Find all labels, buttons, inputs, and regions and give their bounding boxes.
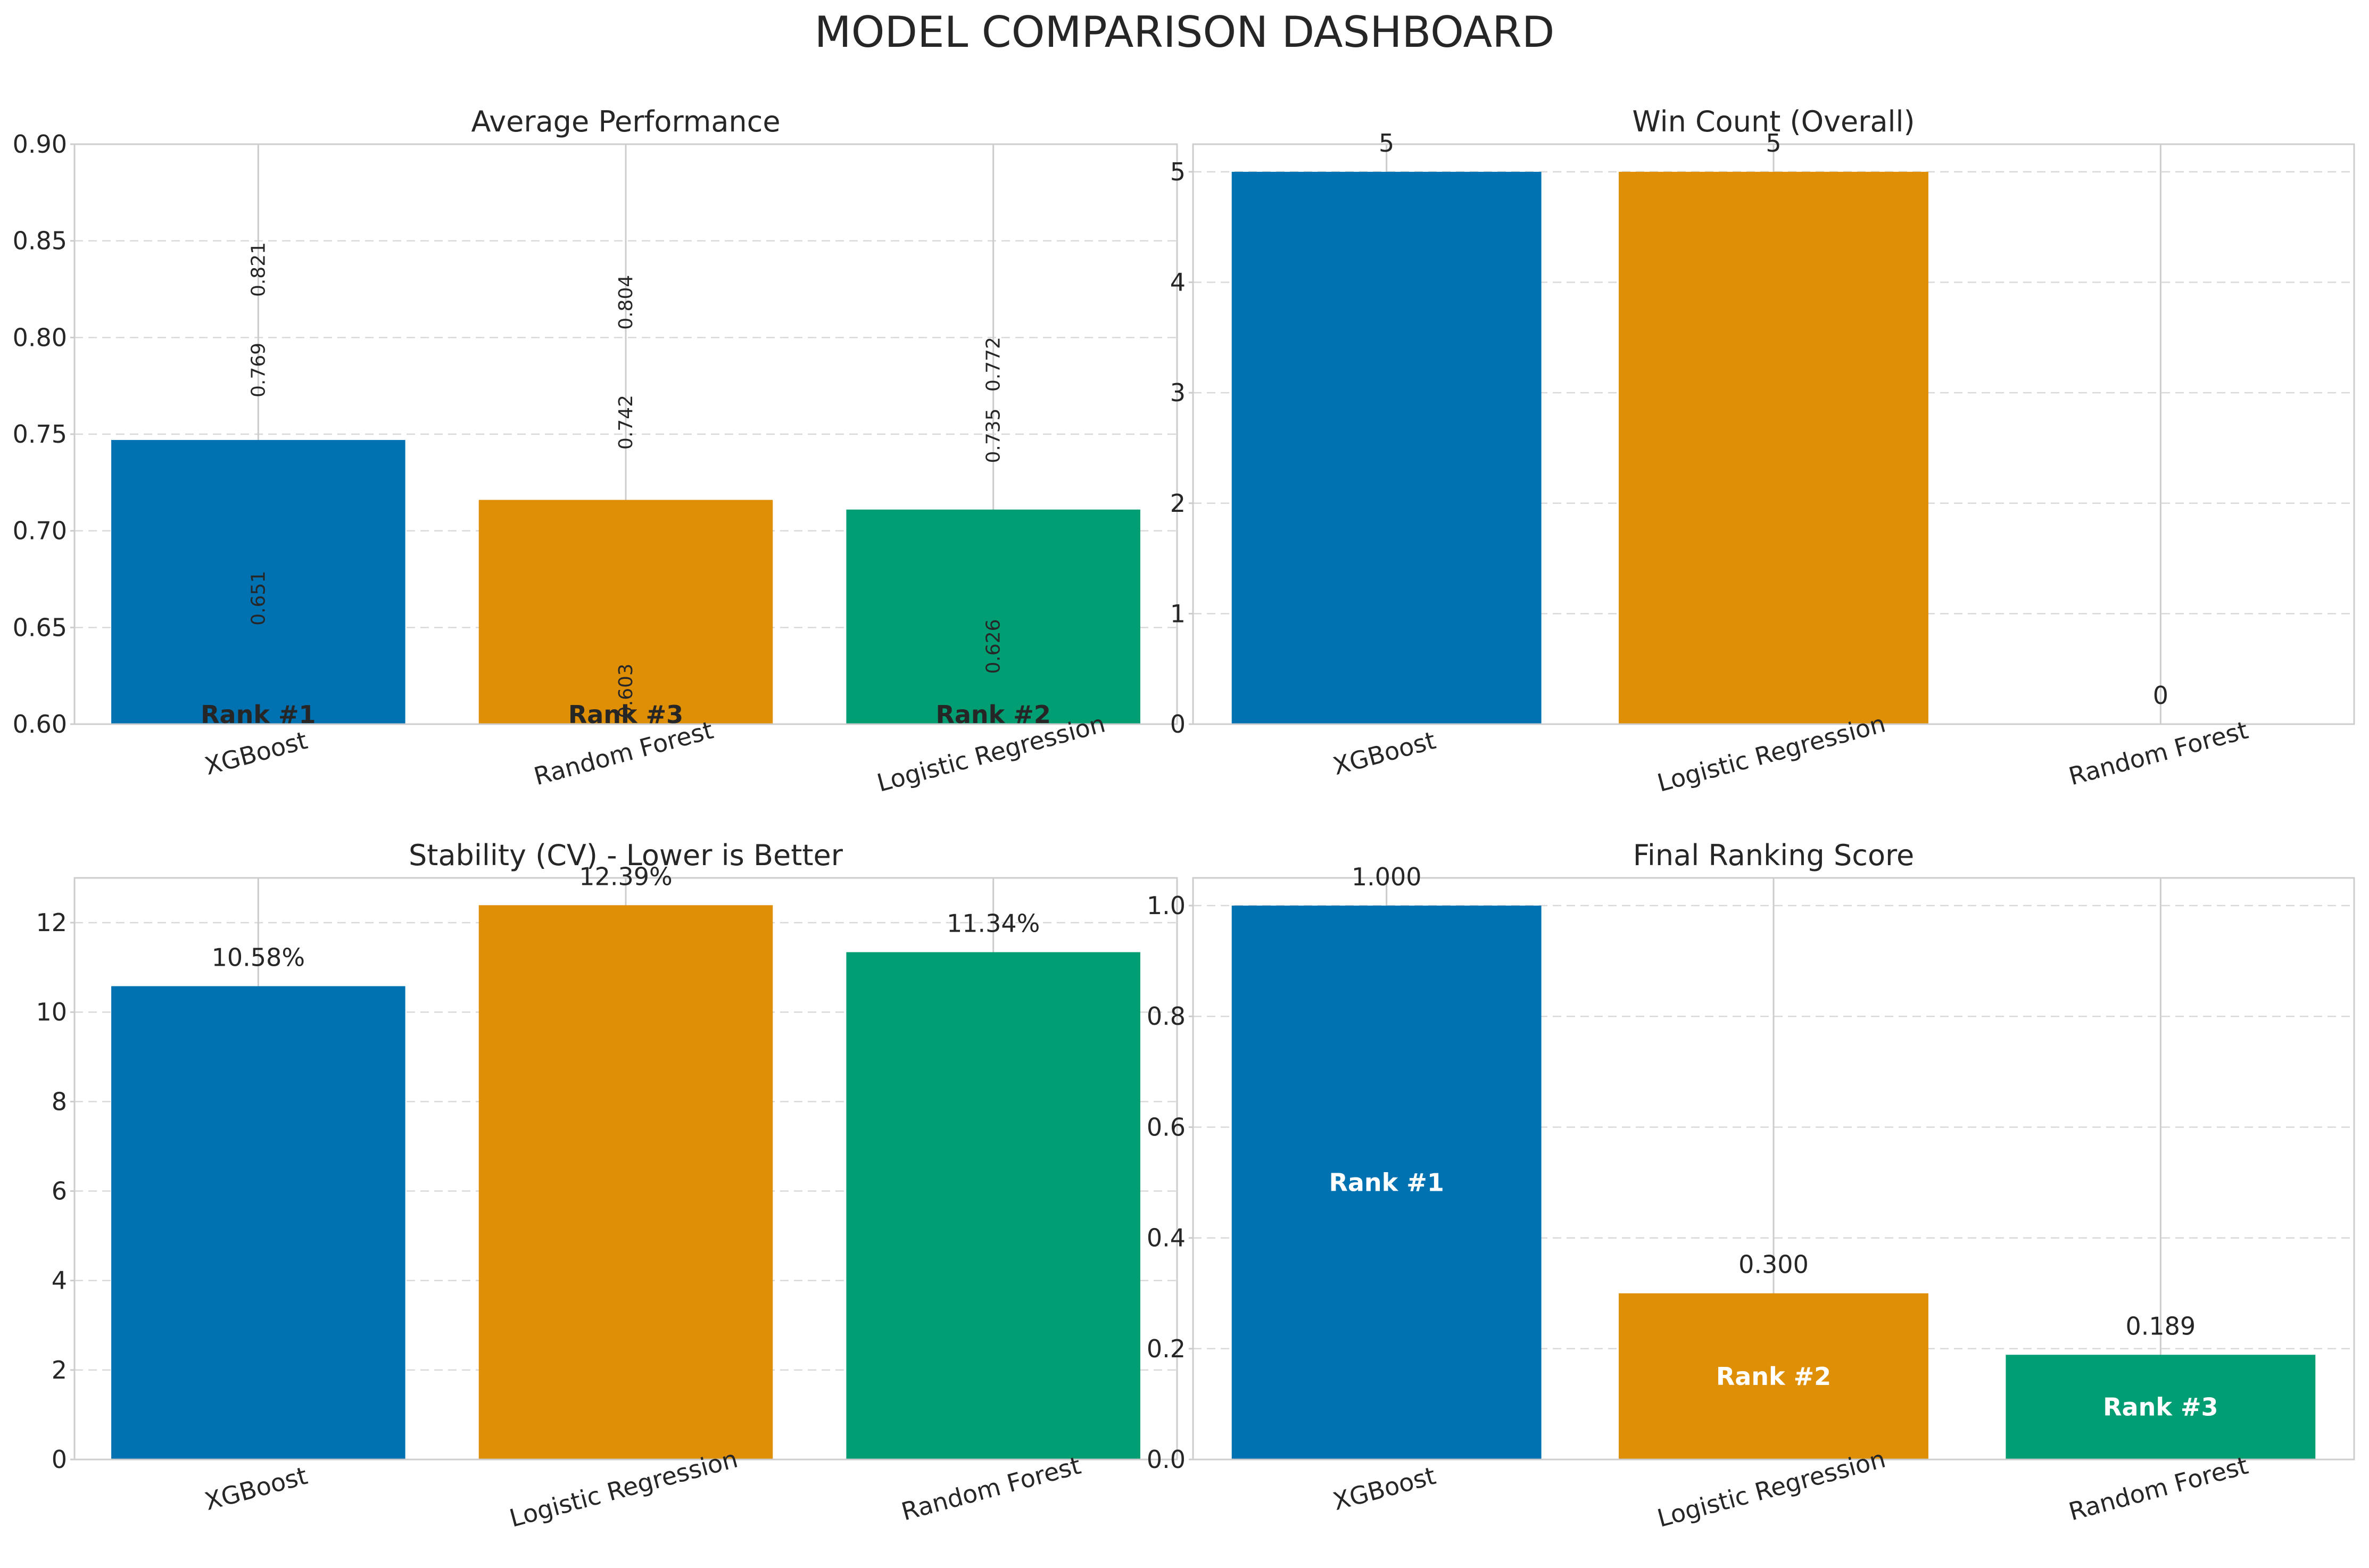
y-tick-label: 0.4 (1147, 1224, 1186, 1252)
chart-title: Final Ranking Score (1633, 839, 1914, 872)
y-tick-label: 6 (52, 1177, 67, 1206)
y-tick-label: 0.6 (1147, 1113, 1186, 1141)
point-value-label: 0.735 (983, 408, 1005, 463)
y-tick-label: 1.0 (1147, 891, 1186, 920)
rank-label: Rank #2 (935, 700, 1050, 729)
y-tick-label: 0.60 (13, 710, 67, 739)
point-value-label: 0.626 (983, 619, 1005, 674)
x-tick-label: Random Forest (2066, 716, 2251, 791)
bar-value-label: 0.300 (1738, 1250, 1809, 1279)
axes-frame (1192, 877, 2355, 1461)
y-tick-label: 1 (1170, 599, 1186, 628)
bar-value-label: 5 (1766, 129, 1781, 157)
rank-label: Rank #2 (1716, 1362, 1831, 1391)
bar (846, 509, 1140, 724)
bar (478, 905, 773, 1459)
y-tick-label: 0.0 (1147, 1445, 1186, 1474)
axes-frame (1192, 143, 2355, 725)
y-tick-label: 0.80 (13, 323, 67, 352)
y-tick-label: 0 (1170, 710, 1186, 739)
bar (846, 952, 1140, 1459)
y-tick-label: 0.70 (13, 517, 67, 545)
chart-title: Win Count (Overall) (1632, 105, 1915, 138)
y-tick-label: 4 (1170, 268, 1186, 297)
y-tick-label: 4 (52, 1266, 67, 1295)
bar-value-label: 10.58% (212, 943, 305, 972)
y-tick-label: 0.2 (1147, 1334, 1186, 1363)
bar (2006, 1355, 2316, 1459)
bar-value-label: 12.39% (579, 862, 672, 891)
bar (1619, 1293, 1928, 1459)
point-value-label: 0.772 (983, 337, 1005, 392)
bar-value-label: 0.189 (2125, 1312, 2196, 1340)
rank-label: Rank #3 (568, 700, 683, 729)
y-tick-label: 0.65 (13, 613, 67, 642)
point-value-label: 0.821 (247, 242, 269, 297)
rank-label: Rank #1 (201, 700, 316, 729)
bar-value-label: 1.000 (1352, 862, 1422, 891)
y-tick-label: 3 (1170, 378, 1186, 407)
point-value-label: 0.769 (247, 343, 269, 397)
point-value-label: 0.804 (615, 275, 637, 330)
rank-label: Rank #3 (2103, 1393, 2218, 1422)
y-tick-label: 2 (52, 1356, 67, 1384)
bar (111, 986, 405, 1459)
bar (478, 500, 773, 724)
y-tick-label: 2 (1170, 489, 1186, 518)
dashboard-title: MODEL COMPARISON DASHBOARD (815, 7, 1555, 57)
chart-title: Stability (CV) - Lower is Better (409, 839, 843, 872)
x-tick-label: XGBoost (202, 1461, 310, 1516)
bar-value-label: 5 (1379, 129, 1394, 157)
chart-title: Average Performance (471, 105, 780, 138)
y-tick-label: 0.8 (1147, 1002, 1186, 1031)
y-tick-label: 0.75 (13, 420, 67, 449)
y-tick-label: 12 (36, 908, 67, 937)
x-tick-label: XGBoost (1330, 726, 1438, 781)
bar-value-label: 11.34% (947, 909, 1040, 938)
bar (1231, 906, 1542, 1459)
x-tick-label: Random Forest (898, 1451, 1083, 1526)
bar-value-label: 0 (2153, 681, 2168, 710)
bar (1231, 171, 1542, 724)
point-value-label: 0.651 (247, 571, 269, 626)
bar (111, 439, 405, 724)
point-value-label: 0.603 (615, 663, 637, 718)
x-tick-label: Random Forest (2066, 1451, 2251, 1526)
axes-frame (73, 877, 1178, 1461)
rank-label: Rank #1 (1329, 1168, 1444, 1197)
x-tick-label: XGBoost (1330, 1461, 1438, 1516)
y-tick-label: 10 (36, 998, 67, 1026)
point-value-label: 0.742 (615, 395, 637, 450)
bar (1619, 171, 1928, 724)
y-tick-label: 0 (52, 1445, 67, 1474)
x-tick-label: XGBoost (202, 726, 310, 781)
y-tick-label: 0.85 (13, 227, 67, 255)
y-tick-label: 5 (1170, 157, 1186, 186)
y-tick-label: 0.90 (13, 130, 67, 159)
y-tick-label: 8 (52, 1087, 67, 1116)
